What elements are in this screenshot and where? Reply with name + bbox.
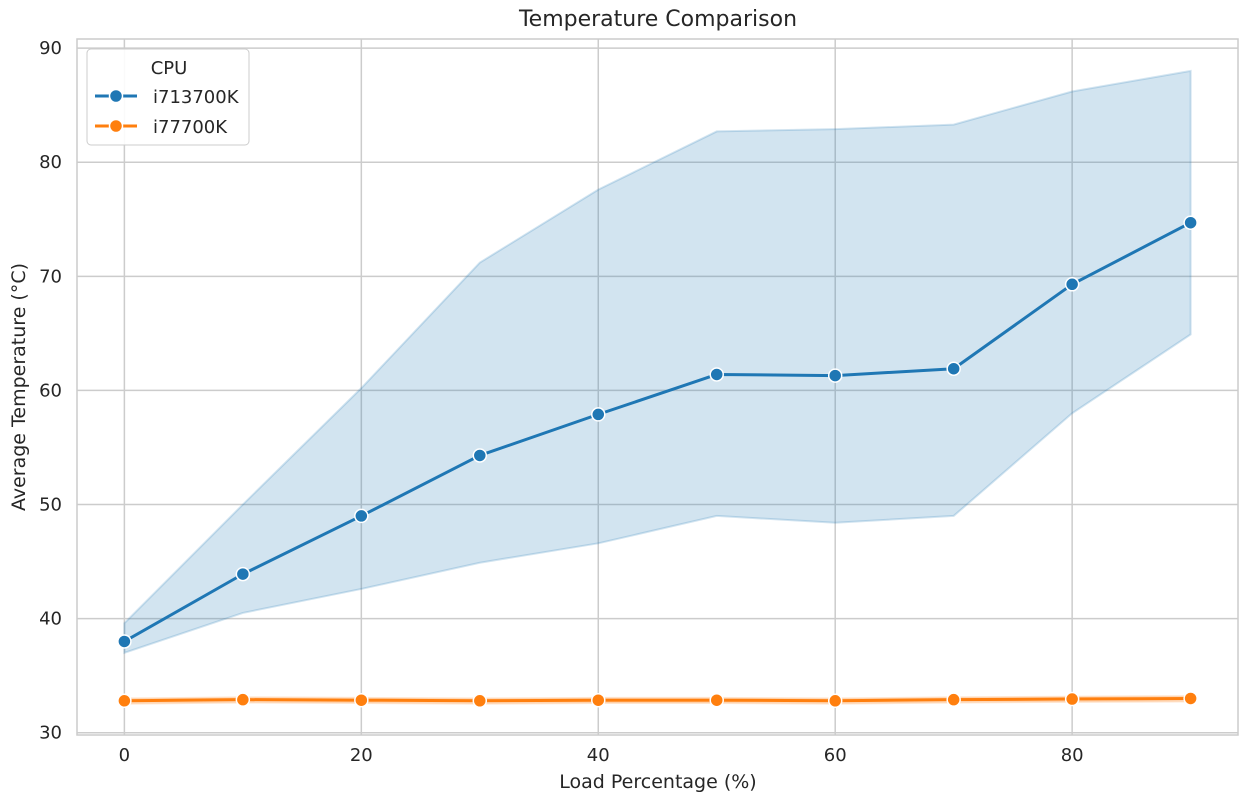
data-point [1064,277,1080,292]
confidence-band-i713700K [123,69,1192,655]
data-point [235,692,251,707]
legend-box [86,48,250,146]
data-point [1183,215,1198,230]
data-point [354,692,369,708]
legend-items: i713700K i77700K [95,87,240,138]
legend-label: i713700K [153,87,240,108]
y-tick-label: 80 [39,152,62,173]
data-point [827,693,843,709]
y-tick-label: 70 [39,266,62,287]
data-point [354,508,369,524]
y-tick-label: 40 [39,609,62,630]
series-markers [117,215,1198,709]
legend: CPU i713700K i77700K [86,48,250,146]
data-point [709,692,724,708]
y-axis-label: Average Temperature (°C) [8,263,30,511]
chart-title: Temperature Comparison [518,7,797,32]
data-point [472,448,488,463]
x-tick-label: 0 [119,745,130,766]
plot-area [76,38,1239,736]
y-axis-ticks: 30 40 50 60 70 80 90 [39,38,62,744]
legend-label: i77700K [153,117,228,138]
data-point [472,693,488,709]
x-tick-label: 20 [350,745,373,766]
data-point [1064,691,1080,707]
data-point [591,692,606,708]
x-axis-label: Load Percentage (%) [559,771,756,793]
data-point [235,566,251,582]
y-tick-label: 60 [39,380,62,401]
series-line-i77700K [124,696,1191,703]
legend-marker [108,118,124,134]
data-point [709,367,724,382]
data-point [117,634,132,649]
data-point [117,693,132,709]
data-point [946,692,961,707]
x-tick-label: 40 [587,745,610,766]
data-point [946,361,961,376]
legend-title: CPU [151,58,188,79]
y-tick-label: 30 [39,723,62,744]
series-line-i713700K [123,221,1192,643]
y-tick-label: 50 [39,495,62,516]
x-tick-label: 60 [824,745,847,766]
legend-marker [108,88,124,104]
series-lines [123,221,1192,703]
data-point [591,407,606,422]
y-tick-label: 90 [39,38,62,59]
gridlines [77,39,1238,735]
x-tick-label: 80 [1061,745,1084,766]
x-axis-ticks: 0 20 40 60 80 [119,745,1084,766]
data-point [1183,691,1198,706]
data-point [827,368,843,383]
